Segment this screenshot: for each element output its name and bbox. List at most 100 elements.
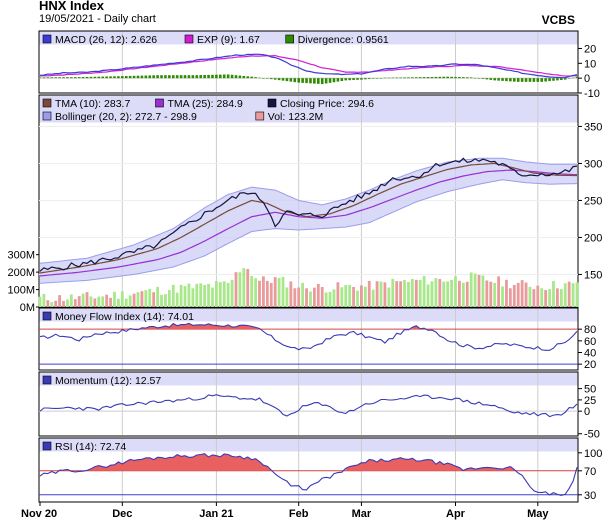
macd-divergence-bar (524, 78, 528, 82)
volume-bar (81, 293, 85, 307)
macd-divergence-bar (571, 77, 575, 79)
macd-divergence-bar (226, 74, 230, 79)
volume-bar (446, 281, 450, 307)
volume-bar (281, 276, 285, 307)
bollinger-band (40, 158, 577, 284)
price-ytick-label: 350 (584, 121, 602, 133)
macd-legend-swatch (184, 34, 194, 44)
price-panel-header (39, 95, 578, 123)
volume-bar (528, 286, 532, 307)
macd-divergence-bar (203, 74, 206, 79)
volume-bar (309, 291, 312, 307)
macd-divergence-bar (250, 76, 253, 79)
price-legend-label: Bollinger (20, 2): 272.7 - 298.9 (55, 111, 197, 123)
volume-ytick-label: 0M (20, 302, 35, 314)
volume-bar (211, 287, 214, 307)
volume-bar (254, 278, 257, 307)
macd-divergence-bar (219, 74, 222, 79)
x-tick-label: Jan 21 (199, 508, 233, 520)
macd-divergence-bar (320, 78, 324, 85)
volume-bar (422, 275, 426, 307)
macd-divergence-bar (493, 78, 496, 81)
volume-bar (46, 300, 50, 307)
volume-bar (332, 289, 336, 307)
macd-divergence-bar (548, 78, 551, 82)
volume-bar (316, 284, 320, 307)
volume-bar (246, 269, 250, 307)
volume-bar (73, 299, 77, 307)
mfi-legend-label: Money Flow Index (14): 74.01 (55, 311, 194, 323)
volume-bar (66, 299, 69, 307)
momentum-ytick-label: -50 (584, 429, 600, 441)
macd-divergence-bar (58, 77, 61, 79)
macd-divergence-bar (422, 77, 426, 79)
volume-bar (191, 288, 195, 307)
volume-bar (516, 282, 520, 307)
macd-divergence-bar (403, 77, 406, 79)
macd-divergence-bar (230, 74, 234, 79)
macd-divergence-bar (171, 75, 175, 79)
macd-divergence-bar (512, 78, 516, 82)
macd-divergence-bar (426, 77, 430, 79)
macd-divergence-bar (132, 75, 136, 79)
volume-bar (128, 295, 132, 307)
volume-bar (54, 300, 58, 307)
momentum-ytick-label: 25 (584, 395, 596, 407)
rsi-ytick-label: 100 (584, 448, 602, 460)
tma10-line (39, 162, 577, 274)
macd-divergence-bar (399, 77, 402, 79)
volume-bar (164, 294, 167, 307)
price-legend-swatch (42, 111, 52, 121)
rsi-line (39, 453, 578, 496)
mfi-ytick-label: 40 (584, 348, 596, 360)
x-tick-label: Apr (446, 508, 466, 520)
macd-divergence-bar (89, 76, 93, 79)
macd-divergence-bar (293, 78, 297, 83)
macd-divergence-bar (328, 78, 332, 83)
volume-bar (375, 281, 379, 307)
volume-bar (360, 285, 363, 307)
macd-divergence-bar (222, 74, 226, 79)
macd-divergence-bar (109, 76, 112, 79)
volume-bar (544, 290, 548, 307)
macd-divergence-bar (575, 76, 579, 79)
macd-divergence-bar (336, 78, 340, 82)
momentum-legend-swatch (42, 375, 52, 385)
volume-bar (293, 288, 297, 307)
volume-bar (324, 292, 328, 307)
volume-bar (454, 276, 457, 307)
volume-bar (105, 294, 109, 307)
mfi-ytick-label: 60 (584, 336, 596, 348)
macd-divergence-bar (367, 78, 371, 79)
volume-bar (395, 281, 399, 307)
momentum-ytick-label: 0 (584, 406, 590, 418)
macd-divergence-bar (211, 74, 214, 79)
macd-divergence-bar (563, 78, 567, 80)
mfi-ytick-label: 20 (584, 359, 596, 371)
macd-divergence-bar (501, 78, 504, 81)
volume-bar (234, 272, 238, 307)
macd-divergence-bar (387, 77, 391, 79)
volume-bar (489, 281, 493, 307)
macd-divergence-bar (301, 78, 304, 83)
volume-bar (391, 278, 395, 307)
macd-ytick-label: 0 (584, 73, 590, 85)
volume-bar (571, 283, 575, 307)
volume-bar (93, 298, 97, 307)
macd-divergence-bar (489, 78, 493, 80)
volume-bar (458, 280, 461, 307)
volume-ytick-label: 300M (7, 250, 35, 262)
macd-divergence-bar (360, 78, 363, 80)
macd-divergence-bar (477, 78, 481, 79)
macd-divergence-bar (183, 75, 187, 79)
macd-ytick-label: -10 (584, 88, 600, 100)
volume-bar (379, 281, 383, 307)
macd-divergence-bar (348, 78, 351, 81)
volume-bar (203, 284, 207, 307)
volume-bar (371, 289, 375, 307)
macd-ytick-label: 10 (584, 58, 596, 70)
macd-line (39, 53, 578, 79)
volume-bar (383, 282, 387, 307)
volume-bar (473, 273, 477, 307)
